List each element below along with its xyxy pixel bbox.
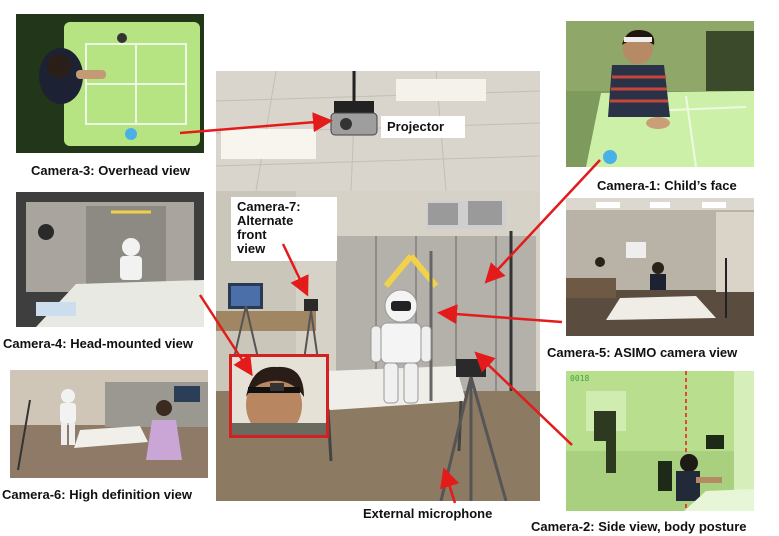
external-microphone-label: External microphone [363, 506, 493, 521]
camera4-photo [16, 192, 204, 327]
camera7-line-4: view [237, 241, 266, 256]
camera3-photo [16, 14, 204, 153]
camera6-photo [10, 370, 208, 478]
camera1-photo [566, 21, 754, 167]
camera3-label: Camera-3: Overhead view [31, 163, 190, 178]
camera7-line-1: Camera-7: [237, 199, 301, 214]
camera2-label: Camera-2: Side view, body posture [531, 519, 747, 534]
camera5-photo [566, 198, 754, 336]
projector-label: Projector [381, 116, 465, 138]
camera2-corner-text: 0018 [570, 374, 590, 383]
camera7-label: Camera-7: Alternate front view [231, 197, 337, 261]
camera1-label: Camera-1: Child’s face [597, 178, 737, 193]
camera2-photo: 0018 [566, 371, 754, 511]
camera6-label: Camera-6: High definition view [2, 487, 192, 502]
head-camera-inset [229, 354, 329, 438]
camera7-line-2: Alternate [237, 213, 294, 228]
projector-label-text: Projector [387, 119, 445, 134]
camera7-line-3: front [237, 227, 267, 242]
camera5-label: Camera-5: ASIMO camera view [547, 345, 738, 360]
camera4-label: Camera-4: Head-mounted view [3, 336, 193, 351]
